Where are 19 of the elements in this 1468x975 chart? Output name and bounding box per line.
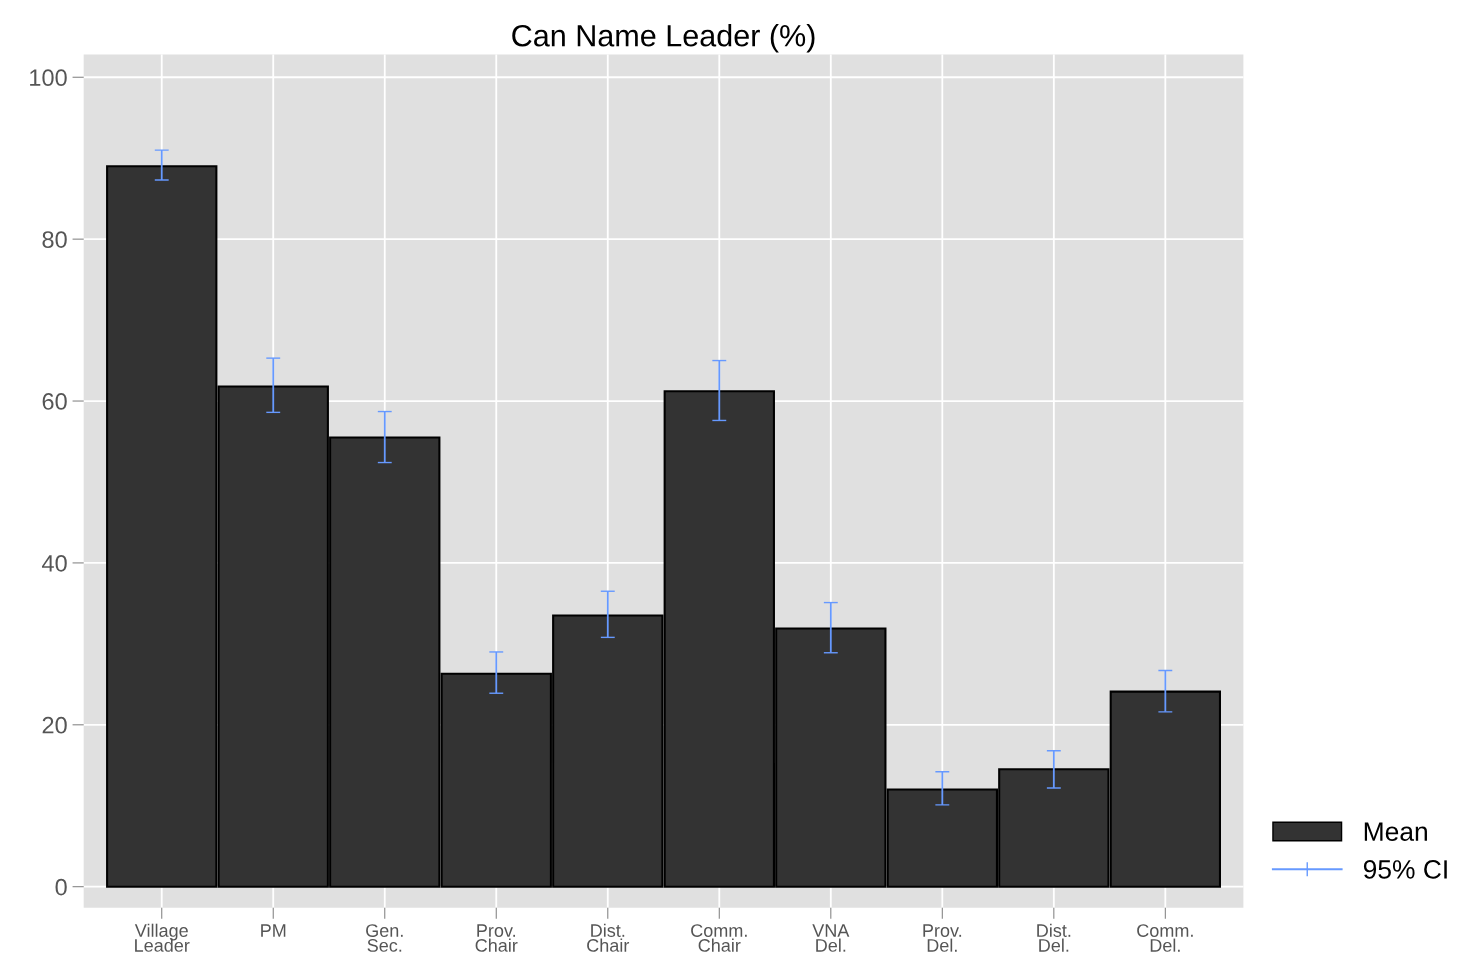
x-tick-label: Comm. Chair <box>691 924 747 952</box>
y-tick-label: 80 <box>42 231 67 248</box>
chart-title: Can Name Leader (%) <box>512 24 815 53</box>
y-tick-label: 40 <box>41 554 67 572</box>
x-tick-label: PM <box>261 924 286 937</box>
y-tick-label: 100 <box>30 69 67 87</box>
x-tick-label: Dist. Del. <box>1037 923 1071 952</box>
legend-label: Mean <box>1364 822 1427 841</box>
y-tick-label: 60 <box>42 393 67 410</box>
x-tick-label: Gen. Sec. <box>366 924 403 952</box>
y-tick-label: 0 <box>55 878 67 896</box>
x-tick-label: Prov. Chair <box>475 924 518 952</box>
x-tick-label: Prov. Del. <box>923 924 962 952</box>
x-tick-label: VNA Del. <box>812 924 850 952</box>
legend-label: 95% CI <box>1363 860 1447 879</box>
x-tick-label: Dist. Chair <box>587 923 630 952</box>
x-tick-label: Village Leader <box>134 923 190 952</box>
x-tick-label: Comm. Del. <box>1137 924 1193 952</box>
y-tick-label: 20 <box>42 716 67 734</box>
